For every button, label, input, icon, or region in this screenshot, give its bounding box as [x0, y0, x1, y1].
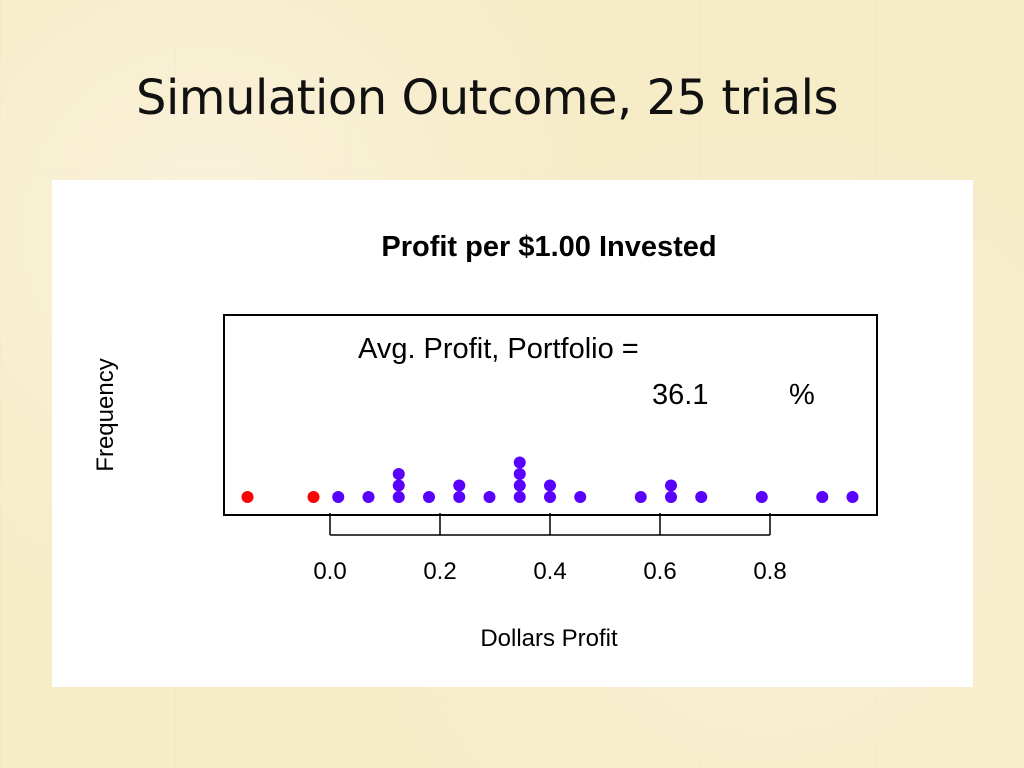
data-point: [332, 491, 345, 503]
data-point: [453, 491, 466, 503]
data-point: [423, 491, 435, 503]
data-point: [513, 468, 526, 480]
chart-panel: Profit per $1.00 Invested Avg. Profit, P…: [52, 180, 973, 687]
x-tick-label: 0.8: [753, 558, 786, 585]
chart-title: Profit per $1.00 Invested: [381, 231, 716, 263]
data-point: [307, 491, 320, 503]
data-point: [241, 491, 254, 503]
data-point: [453, 479, 466, 492]
data-point: [362, 491, 375, 503]
data-points: [241, 456, 859, 503]
data-point: [816, 491, 829, 503]
annotation-line1: Avg. Profit, Portfolio =: [358, 333, 639, 365]
data-point: [695, 491, 708, 503]
data-point: [392, 479, 405, 492]
y-axis-label: Frequency: [92, 358, 119, 471]
data-point: [513, 491, 526, 503]
x-tick-label: 0.2: [423, 558, 456, 585]
data-point: [392, 468, 405, 480]
data-point: [634, 491, 647, 503]
x-axis: 0.0 0.2 0.4 0.6 0.8: [313, 513, 787, 585]
x-axis-label: Dollars Profit: [480, 625, 618, 652]
data-point: [544, 479, 556, 492]
data-point: [392, 491, 405, 503]
data-point: [513, 479, 526, 492]
data-point: [544, 491, 556, 503]
x-tick-label: 0.6: [643, 558, 676, 585]
data-point: [755, 491, 768, 503]
slide-title: Simulation Outcome, 25 trials: [136, 70, 839, 126]
dot-plot-chart: Profit per $1.00 Invested Avg. Profit, P…: [92, 231, 878, 652]
data-point: [513, 456, 526, 469]
data-point: [574, 491, 587, 503]
annotation-unit: %: [789, 379, 815, 411]
annotation-value: 36.1: [652, 379, 708, 411]
data-point: [846, 491, 859, 503]
x-tick-label: 0.4: [533, 558, 566, 585]
data-point: [665, 491, 677, 503]
x-tick-label: 0.0: [313, 558, 346, 585]
data-point: [665, 479, 677, 492]
data-point: [483, 491, 496, 503]
